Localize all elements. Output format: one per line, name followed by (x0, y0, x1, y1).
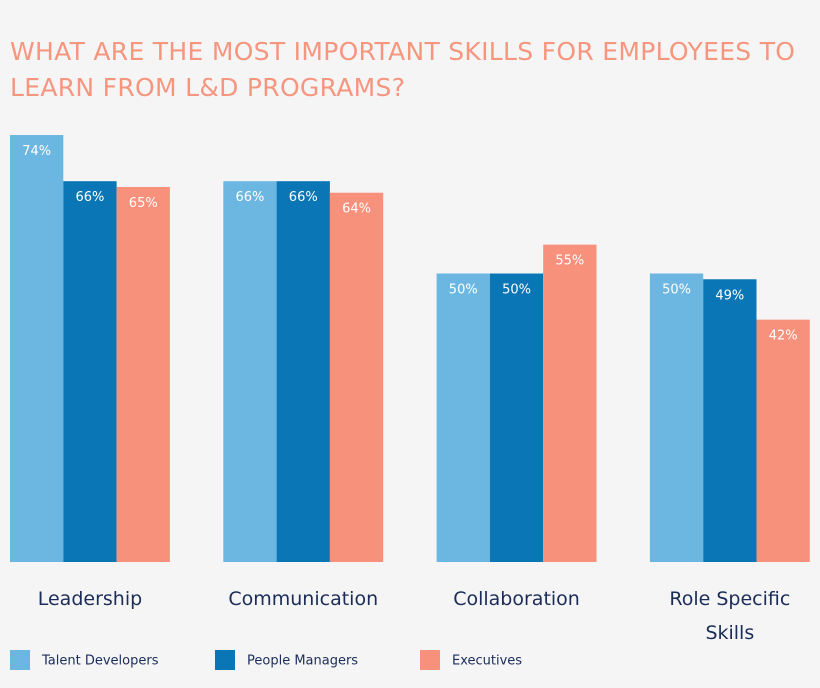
value-label: 66% (75, 190, 104, 205)
bar (703, 279, 757, 562)
legend-label: People Managers (247, 654, 358, 669)
value-label: 64% (342, 202, 371, 217)
value-label: 50% (662, 283, 691, 298)
value-label: 42% (769, 329, 798, 344)
bar (436, 273, 490, 562)
legend-swatch (10, 650, 30, 670)
legend-label: Talent Developers (41, 654, 159, 669)
value-label: 74% (22, 144, 51, 159)
value-label: 66% (289, 190, 318, 205)
value-label: 65% (129, 196, 158, 211)
chart-title: WHAT ARE THE MOST IMPORTANT SKILLS FOR E… (10, 37, 796, 102)
bar (543, 244, 597, 562)
category-label: Collaboration (453, 588, 580, 610)
bar (649, 273, 704, 562)
value-label: 55% (555, 254, 584, 269)
bar (276, 181, 330, 562)
bar (116, 186, 170, 562)
value-label: 50% (449, 283, 478, 298)
category-label: Leadership (37, 588, 143, 610)
legend-swatch (215, 650, 235, 670)
value-label: 50% (502, 283, 531, 298)
legend-label: Executives (452, 654, 522, 669)
legend-swatch (420, 650, 440, 670)
bar (223, 181, 277, 562)
value-label: 49% (715, 288, 744, 303)
category-label: Role Specific Skills (669, 588, 791, 644)
bar (329, 192, 384, 562)
value-label: 66% (235, 190, 264, 205)
bar (10, 135, 64, 562)
bar (63, 181, 117, 562)
bar (489, 273, 544, 562)
category-label: Communication (228, 588, 379, 610)
bar (756, 319, 810, 562)
